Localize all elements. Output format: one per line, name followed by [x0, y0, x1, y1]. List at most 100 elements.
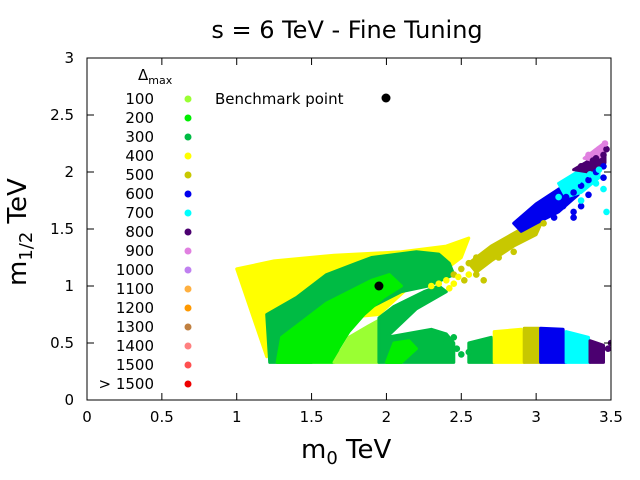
legend-label-1500: 1500: [116, 356, 154, 374]
point-600-11: [577, 202, 585, 210]
legend-label-200: 200: [125, 109, 154, 127]
legend-label-500: 500: [125, 166, 154, 184]
legend-marker-1500: [184, 380, 192, 388]
point-300-2: [453, 345, 461, 353]
point-500-13: [532, 225, 540, 233]
legend-marker-100: [184, 95, 192, 103]
legend-marker-1300: [184, 323, 192, 331]
point-300-3: [443, 339, 450, 347]
y-axis-ticks: 0 0.5 1 1.5 2 2.5 3: [50, 49, 611, 409]
point-400-5: [465, 271, 473, 278]
legend-marker-200: [184, 114, 192, 122]
legend-marker-1200: [184, 304, 192, 312]
legend-label-800: 800: [125, 223, 154, 241]
y-axis-label-subscript: 1/2: [16, 232, 37, 261]
region-lower-strip-400: [492, 327, 526, 364]
legend-marker-1400: [184, 342, 192, 350]
point-700-0: [562, 185, 570, 193]
legend-marker-400: [184, 152, 192, 160]
point-600-5: [585, 176, 592, 184]
legend-marker-800: [184, 228, 192, 236]
point-300-0: [458, 351, 465, 358]
legend-label-300: 300: [125, 128, 154, 146]
point-500-12: [525, 231, 532, 238]
x-tick-label: 2.5: [449, 408, 473, 426]
legend-label-1500: > 1500: [98, 375, 154, 393]
legend-marker-700: [184, 209, 192, 217]
point-600-0: [547, 208, 555, 216]
y-tick-label: 1.5: [50, 220, 74, 238]
legend-label-100: 100: [125, 90, 154, 108]
point-400-1: [435, 280, 443, 288]
x-axis-label-unit: TeV: [338, 435, 392, 465]
x-tick-label: 1.5: [300, 408, 324, 426]
point-800-4: [603, 145, 610, 153]
x-axis-ticks: 0 0.5 1 1.5 2 2.5 3 3.5: [82, 58, 623, 426]
point-500-6: [480, 259, 488, 267]
point-500-2: [465, 259, 473, 267]
point-600-12: [585, 191, 592, 199]
x-axis-label-subscript: 0: [326, 448, 337, 469]
point-500-16: [495, 254, 503, 261]
point-800-5: [604, 345, 611, 352]
region-lower-strip-800: [588, 339, 605, 364]
region-wedge-200: [384, 339, 418, 364]
x-tick-label: 3: [531, 408, 541, 426]
point-500-7: [487, 250, 495, 258]
legend-marker-1500: [184, 361, 192, 369]
point-500-1: [458, 265, 465, 273]
point-800-0: [577, 163, 585, 170]
x-tick-label: 0.5: [150, 408, 174, 426]
y-tick-label: 1: [64, 277, 74, 295]
x-axis-label: m0 TeV: [301, 435, 392, 469]
legend: Δmax 10020030040050060070080090010001100…: [98, 66, 192, 393]
legend-label-1100: 1100: [116, 280, 154, 298]
x-tick-label: 0: [82, 408, 92, 426]
point-500-17: [510, 248, 517, 256]
point-900-0: [585, 151, 592, 159]
y-axis-label: m1/2 TeV: [3, 178, 37, 286]
legend-label-400: 400: [125, 147, 154, 165]
legend-label-1300: 1300: [116, 318, 154, 336]
point-900-3: [592, 148, 600, 155]
benchmark-legend: Benchmark point: [215, 90, 391, 108]
legend-label-1400: 1400: [116, 337, 154, 355]
region-lower-strip-700: [564, 330, 592, 364]
benchmark-point: [374, 281, 384, 291]
legend-marker-500: [184, 171, 192, 179]
point-500-11: [517, 234, 525, 242]
legend-title-subscript: max: [148, 74, 172, 87]
legend-label-600: 600: [125, 185, 154, 203]
region-lower-strip-300: [467, 335, 496, 364]
chart-title: s = 6 TeV - Fine Tuning: [211, 16, 482, 44]
benchmark-label: Benchmark point: [215, 90, 344, 108]
point-500-9: [502, 242, 510, 250]
point-500-5: [473, 271, 480, 278]
point-600-13: [600, 174, 607, 181]
legend-label-1000: 1000: [116, 261, 154, 279]
y-tick-label: 3: [64, 49, 74, 67]
point-400-0: [428, 282, 435, 290]
y-tick-label: 0: [64, 391, 74, 409]
legend-title: Δmax: [138, 66, 173, 87]
legend-label-900: 900: [125, 242, 154, 260]
legend-marker-1100: [184, 285, 192, 293]
point-700-3: [595, 166, 603, 173]
legend-marker-300: [184, 133, 192, 141]
point-500-8: [495, 246, 503, 253]
x-tick-label: 1: [232, 408, 242, 426]
point-600-10: [559, 202, 567, 210]
point-300-1: [465, 348, 473, 356]
y-axis-label-unit: TeV: [3, 178, 33, 232]
point-500-10: [510, 239, 517, 246]
point-400-4: [455, 273, 462, 281]
point-400-6: [446, 285, 453, 292]
point-600-16: [570, 214, 577, 221]
x-tick-label: 3.5: [599, 408, 623, 426]
y-tick-label: 2.5: [50, 106, 74, 124]
y-tick-label: 0.5: [50, 334, 74, 352]
point-600-7: [540, 205, 547, 212]
point-400-2: [443, 277, 450, 284]
point-500-3: [473, 254, 480, 261]
